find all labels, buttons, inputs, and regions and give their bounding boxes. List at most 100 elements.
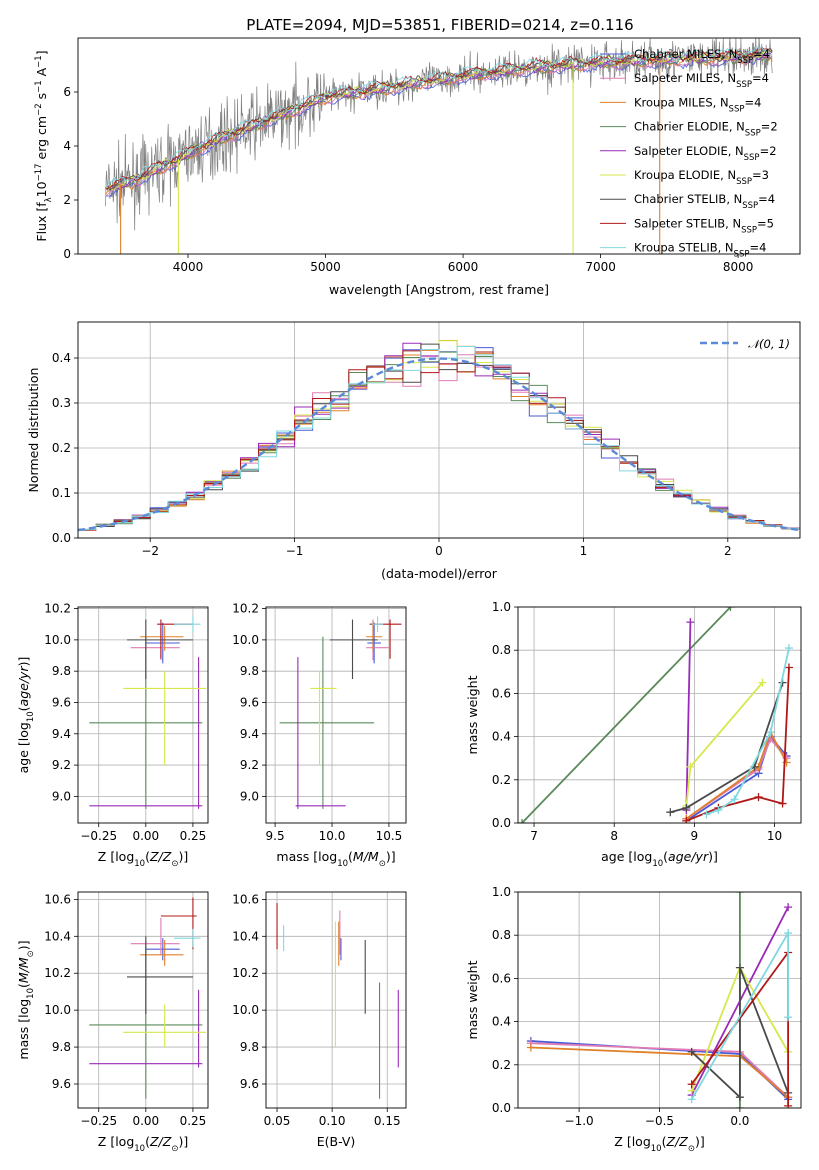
y-tick-label: 10.4 — [44, 929, 71, 943]
plot-area-mass-weight-vs-age — [518, 607, 793, 823]
x-tick-label: 7 — [530, 829, 538, 843]
weight-point-marker — [687, 1047, 696, 1056]
y-tick-label: 9.0 — [52, 789, 71, 803]
x-tick-label: 2 — [724, 544, 732, 558]
weight-line — [691, 967, 789, 1100]
y-tick-label: 0.4 — [492, 730, 511, 744]
x-tick-label: −0.5 — [645, 1114, 674, 1128]
panel-mass-vs-ebv: 0.05 0.10 0.15 9.6 9.8 10.0 10.2 10.4 10.6 E(B-V) — [232, 891, 407, 1149]
y-tick-label: 10.2 — [44, 966, 71, 980]
x-axis-label: (data-model)/error — [381, 566, 498, 581]
y-tick-label: 0.2 — [492, 773, 511, 787]
y-tick-label: 10.2 — [44, 602, 71, 616]
x-axis-label: Z [log10(Z/Z⊙)] — [614, 1134, 704, 1154]
weight-line — [706, 647, 790, 816]
weight-point-marker — [714, 806, 723, 815]
x-tick-label: 0.25 — [180, 829, 207, 843]
legend-entry: Kroupa ELODIE, NSSP=3 — [634, 168, 769, 187]
weight-line — [685, 730, 788, 820]
x-tick-label: −0.25 — [80, 1114, 117, 1128]
weight-point-marker — [518, 819, 527, 823]
x-tick-label: −1.0 — [565, 1114, 594, 1128]
x-tick-label: 0.00 — [132, 829, 159, 843]
x-tick-label: 0.05 — [264, 1114, 291, 1128]
x-axis-label: E(B-V) — [317, 1134, 356, 1149]
y-tick-label: 9.4 — [240, 727, 259, 741]
panel-age-vs-z: −0.25 0.00 0.25 9.0 9.2 9.4 9.6 9.8 10.0 10.2 Z [l… — [16, 602, 209, 869]
y-tick-label: 9.2 — [240, 758, 259, 772]
x-tick-label: 0.25 — [180, 1114, 207, 1128]
y-tick-label: 9.2 — [52, 758, 71, 772]
weight-point-marker — [784, 644, 793, 653]
model-line — [105, 48, 773, 191]
y-tick-label: 0.4 — [492, 1015, 511, 1029]
x-axis-label: Z [log10(Z/Z⊙)] — [98, 1134, 188, 1154]
weight-point-marker — [702, 810, 711, 819]
legend-entry: Chabrier ELODIE, NSSP=2 — [634, 120, 778, 139]
y-tick-label: 9.6 — [52, 1077, 71, 1091]
y-tick-label: 9.8 — [240, 664, 259, 678]
panel-mass-weight-vs-age: 7 8 9 10 0.0 0.2 0.4 0.6 0.8 1.0 age [log10(age/yr… — [465, 600, 802, 869]
axes-frame — [265, 891, 407, 1109]
weight-point-marker — [735, 1093, 744, 1102]
panel-spectrum: 4000 5000 6000 7000 8000 0 2 4 6 wavelength [Angs… — [34, 37, 801, 297]
weight-point-marker — [726, 607, 735, 611]
x-tick-label: 1 — [580, 544, 588, 558]
weight-point-marker — [686, 618, 695, 627]
weight-line — [685, 622, 692, 811]
x-tick-label: 0.0 — [730, 1114, 749, 1128]
weight-line — [670, 682, 784, 814]
weight-point-marker — [784, 929, 793, 938]
weight-point-marker — [735, 892, 744, 896]
y-tick-label: 10.6 — [44, 892, 71, 906]
weight-point-marker — [687, 1080, 696, 1089]
model-line — [105, 47, 773, 191]
y-tick-label: 10.0 — [44, 1003, 71, 1017]
y-tick-label: 10.0 — [232, 1003, 259, 1017]
weight-point-marker — [735, 1104, 744, 1108]
panel-mass-weight-vs-z: −1.0 −0.5 0.0 0.0 0.2 0.4 0.6 0.8 1.0 Z [log10(Z/… — [465, 885, 802, 1154]
y-tick-label: 0.4 — [52, 351, 71, 365]
y-tick-label: 1.0 — [492, 600, 511, 614]
x-tick-label: 5000 — [310, 260, 341, 274]
weight-point-marker — [778, 799, 787, 808]
y-tick-label: 0.6 — [492, 686, 511, 700]
weight-point-marker — [766, 728, 775, 737]
x-tick-label: 10 — [767, 829, 782, 843]
weight-line — [521, 607, 732, 823]
y-tick-label: 10.0 — [232, 633, 259, 647]
x-tick-label: −1 — [286, 544, 304, 558]
axes-frame — [517, 606, 802, 824]
x-tick-label: 0.00 — [132, 1114, 159, 1128]
x-tick-label: 10.0 — [319, 829, 346, 843]
weight-point-marker — [754, 793, 763, 802]
weight-point-marker — [784, 663, 793, 672]
y-tick-label: 9.4 — [52, 727, 71, 741]
y-tick-label: 9.6 — [52, 695, 71, 709]
weight-point-marker — [730, 795, 739, 804]
x-tick-label: −2 — [141, 544, 159, 558]
x-tick-label: 0.10 — [319, 1114, 346, 1128]
weight-point-marker — [682, 803, 691, 812]
y-tick-label: 10.6 — [232, 892, 259, 906]
plot-area-histogram — [78, 340, 800, 538]
legend-entry: Salpeter ELODIE, NSSP=2 — [634, 144, 777, 163]
x-tick-label: 10.5 — [376, 829, 403, 843]
axes-frame — [77, 891, 209, 1109]
weight-point-marker — [526, 1043, 535, 1052]
y-tick-label: 9.6 — [240, 1077, 259, 1091]
y-tick-label: 0.2 — [492, 1058, 511, 1072]
y-axis-label: mass weight — [465, 960, 480, 1039]
weight-line — [685, 682, 764, 806]
y-tick-label: 10.2 — [232, 966, 259, 980]
y-tick-label: 10.2 — [232, 602, 259, 616]
y-tick-label: 9.0 — [240, 789, 259, 803]
y-tick-label: 0.6 — [492, 971, 511, 985]
weight-line — [685, 737, 788, 820]
x-axis-label: wavelength [Angstrom, rest frame] — [329, 282, 549, 297]
legend-entry: Salpeter MILES, NSSP=4 — [634, 71, 769, 90]
y-tick-label: 0 — [63, 247, 71, 261]
y-tick-label: 2 — [63, 193, 71, 207]
y-axis-label: Normed distribution — [26, 368, 41, 493]
x-tick-label: 9.5 — [266, 829, 285, 843]
